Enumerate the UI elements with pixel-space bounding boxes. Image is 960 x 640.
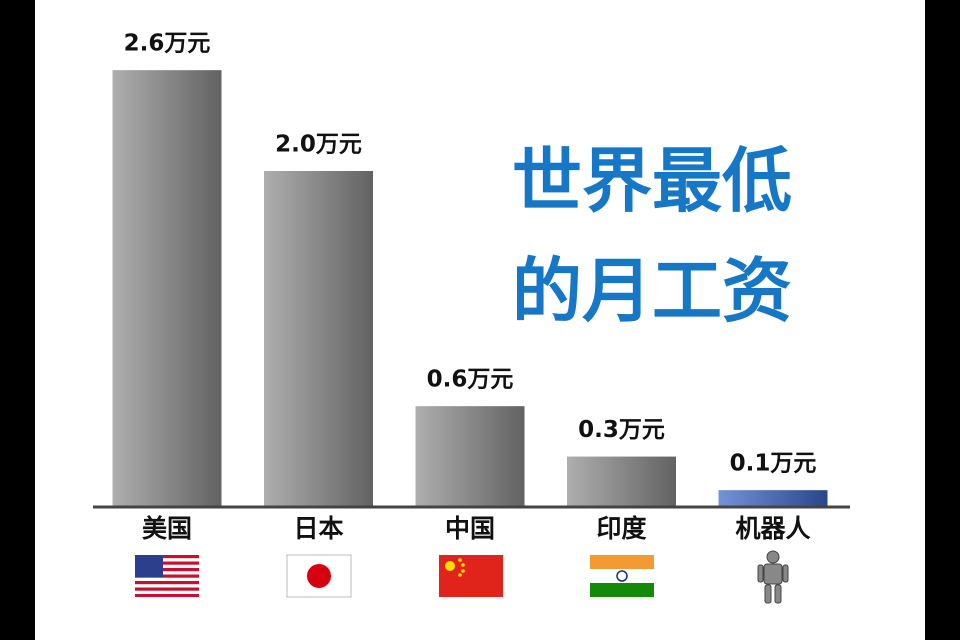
flag-japan xyxy=(286,554,352,598)
flag-india xyxy=(590,555,654,597)
value-label: 0.3万元 xyxy=(578,417,665,443)
x-tick-label: 美国 xyxy=(142,514,192,543)
bar-shade xyxy=(112,70,222,507)
flag-china xyxy=(439,555,503,597)
bar-shade xyxy=(264,171,373,507)
flag-usa xyxy=(135,555,199,597)
value-label: 2.6万元 xyxy=(124,31,211,57)
value-label: 2.0万元 xyxy=(275,132,362,158)
bar-shade xyxy=(415,406,525,507)
chart-title: 世界最低 xyxy=(512,140,792,222)
chart-title: 的月工资 xyxy=(512,250,792,332)
x-tick-label: 日本 xyxy=(293,514,343,543)
x-tick-label: 机器人 xyxy=(735,514,810,543)
value-label: 0.1万元 xyxy=(730,451,817,477)
robot-icon xyxy=(757,550,789,604)
bar-shade xyxy=(567,456,676,507)
bars xyxy=(112,70,828,507)
x-tick-label: 印度 xyxy=(596,514,646,543)
value-label: 0.6万元 xyxy=(427,367,514,393)
bar-shade xyxy=(718,490,828,507)
x-tick-label: 中国 xyxy=(445,514,495,543)
